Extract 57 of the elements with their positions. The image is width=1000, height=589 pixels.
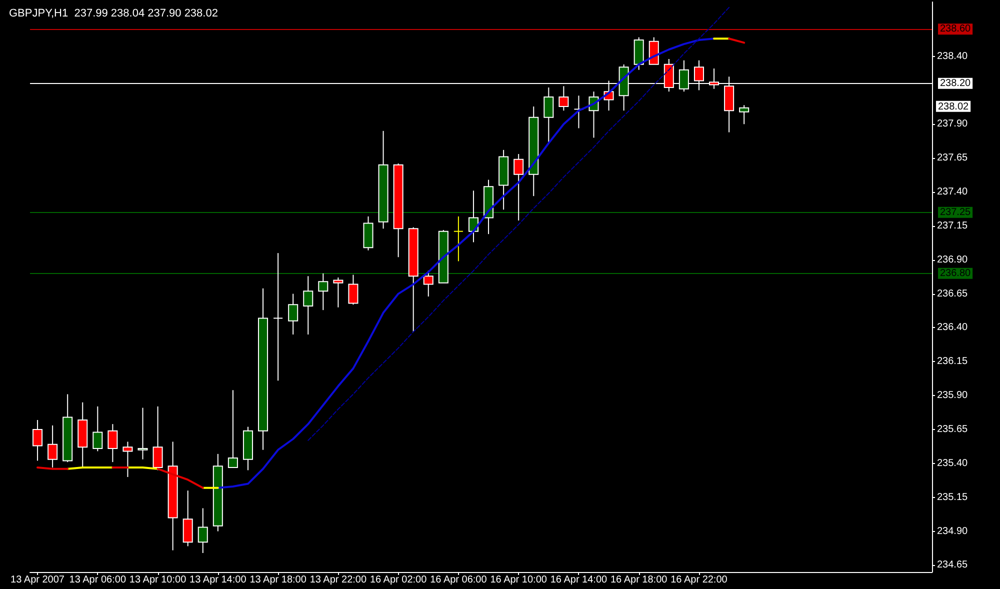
x-tick-label: 16 Apr 18:00 [610, 574, 668, 586]
ref-line-label: 238.20 [940, 78, 972, 89]
y-tick-label: 237.65 [937, 152, 968, 164]
candlestick [273, 252, 284, 382]
candlestick [92, 406, 103, 452]
x-tick-label: 16 Apr 02:00 [370, 574, 428, 586]
y-tick-label: 237.90 [937, 118, 968, 130]
text: 238.02 [938, 101, 970, 112]
candlestick [648, 36, 659, 65]
x-tick-label: 16 Apr 10:00 [490, 574, 548, 586]
candlestick [423, 270, 434, 297]
candlestick [453, 216, 464, 262]
ref-line-label: 236.80 [940, 268, 972, 279]
x-tick-label: 16 Apr 14:00 [550, 574, 608, 586]
candlestick [108, 424, 118, 463]
text: GBPJPY,H1 237.99 238.04 237.90 238.02 [9, 8, 218, 20]
y-tick-label: 237.15 [937, 220, 968, 232]
candlestick [32, 420, 43, 462]
candlestick [138, 407, 148, 460]
ref-line-label: 238.60 [940, 24, 972, 35]
candlestick [739, 104, 750, 125]
y-tick-label: 235.65 [937, 424, 968, 435]
y-tick-label: 236.15 [937, 356, 968, 368]
x-tick-label: 13 Apr 2007 [10, 574, 65, 586]
candlestick [198, 508, 208, 554]
y-tick-label: 235.40 [937, 458, 968, 469]
candlestick [228, 390, 238, 468]
y-tick-label: 234.65 [937, 560, 968, 571]
x-tick-label: 13 Apr 10:00 [129, 574, 187, 586]
candlestick [122, 441, 133, 478]
candlestick [288, 293, 298, 335]
candlestick [48, 424, 58, 468]
x-tick-label: 13 Apr 06:00 [69, 574, 126, 586]
x-tick-label: 13 Apr 18:00 [250, 574, 307, 586]
candlestick [333, 277, 344, 308]
x-tick-label: 16 Apr 06:00 [430, 574, 488, 586]
y-tick-label: 235.90 [937, 390, 968, 402]
y-tick-label: 234.90 [937, 526, 968, 537]
x-tick-label: 13 Apr 22:00 [310, 574, 367, 586]
line-series [216, 38, 716, 489]
candlestick [152, 406, 163, 471]
line-series [308, 6, 730, 441]
candlestick [303, 276, 314, 335]
ref-line-label: 237.25 [940, 206, 972, 218]
x-tick-label: 13 Apr 14:00 [190, 574, 247, 586]
y-tick-label: 236.65 [937, 288, 968, 300]
y-tick-label: 235.15 [937, 492, 968, 503]
candlestick [558, 86, 569, 112]
x-tick-label: 16 Apr 22:00 [670, 574, 728, 586]
candlestick [348, 274, 358, 306]
y-tick-label: 237.40 [937, 186, 968, 198]
candlestick [544, 87, 554, 144]
candlestick [182, 490, 193, 547]
y-tick-label: 236.90 [937, 254, 968, 266]
y-tick-label: 236.40 [937, 322, 968, 334]
candlestick [514, 154, 524, 221]
y-tick-label: 238.40 [937, 50, 968, 62]
